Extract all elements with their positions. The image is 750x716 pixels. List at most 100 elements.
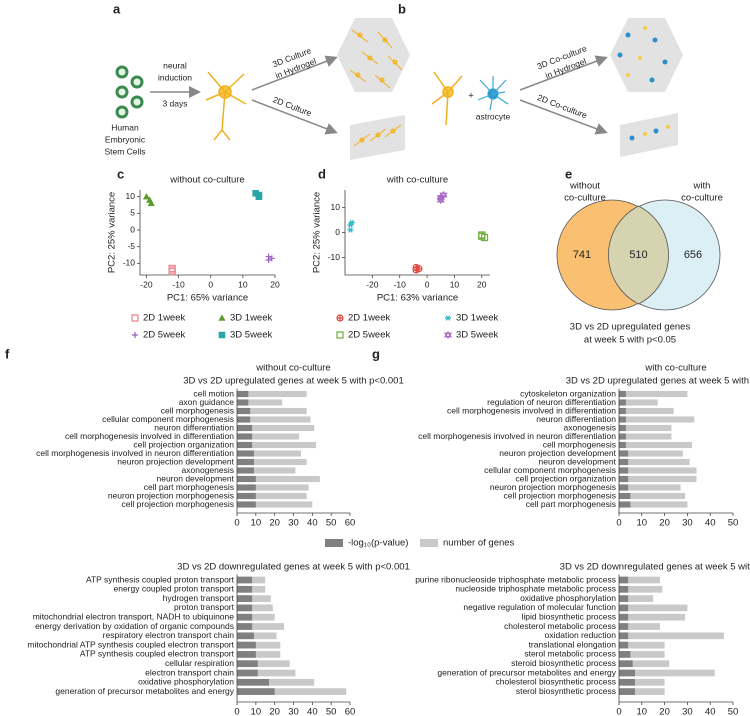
bar	[237, 669, 258, 677]
legend-label: 3D 1week	[230, 313, 272, 324]
x-tick-label: 20	[269, 707, 280, 716]
set-label: co-culture	[564, 193, 606, 204]
legend-label: 3D 5week	[456, 330, 498, 341]
bar	[237, 416, 311, 423]
x-tick-label: 10	[251, 518, 262, 529]
y-tick-label: 10	[126, 191, 136, 201]
category-label: neuron projection development	[499, 448, 616, 458]
legend-marker	[336, 331, 344, 339]
x-tick-label: 30	[288, 518, 299, 529]
category-label: energy derivation by oxidation of organi…	[35, 621, 234, 631]
panel-label: g	[372, 346, 380, 361]
hydrogel	[337, 18, 410, 92]
legend-label: -log₁₀(p-value)	[348, 538, 408, 549]
bar	[237, 595, 271, 602]
x-tick-label: 30	[682, 518, 693, 529]
panel-label: c	[117, 166, 124, 181]
legend-label: 3D 5week	[230, 330, 272, 341]
bar	[237, 604, 253, 612]
point	[347, 227, 354, 233]
chart-title: 3D vs 2D upregulated genes at week 5 wit…	[566, 376, 750, 387]
y-axis-label: PC2: 25% variance	[312, 192, 323, 273]
x-tick-label: 20	[659, 518, 670, 529]
bar	[619, 484, 681, 491]
category-label: mitochondrial electron transport, NADH t…	[33, 611, 235, 621]
category-label: mitochondrial ATP synthesis coupled elec…	[27, 639, 234, 649]
y-tick-label: 0	[335, 227, 340, 237]
x-tick-label: 10	[238, 279, 248, 289]
step-label: neural	[163, 60, 187, 70]
count-label: 741	[573, 249, 591, 261]
bar	[619, 660, 633, 668]
bar	[237, 450, 254, 457]
bar	[619, 641, 665, 649]
y-tick-label: -10	[123, 258, 136, 268]
category-label: steroid biosynthetic process	[511, 658, 616, 668]
x-tick-label: 20	[270, 279, 280, 289]
category-label: cellular component morphogenesis	[102, 414, 234, 424]
caption: at week 5 with p<0.05	[584, 335, 676, 346]
panel-label: d	[318, 166, 326, 181]
count-label: 656	[684, 249, 702, 261]
category-label: cell morphogenesis involved in different…	[447, 405, 616, 415]
point	[265, 257, 272, 263]
point	[147, 199, 155, 207]
bar	[237, 641, 256, 649]
bar	[237, 660, 258, 668]
bar	[619, 678, 635, 686]
x-axis-label: PC1: 63% variance	[377, 293, 458, 304]
category-label: oxidative phosphorylation	[520, 593, 616, 603]
bar	[237, 688, 275, 695]
x-tick-label: 50	[728, 707, 739, 716]
bar	[237, 576, 253, 584]
cells-label: Embryonic	[105, 134, 146, 144]
category-label: neuron development	[538, 456, 616, 466]
bar	[237, 390, 307, 398]
bar	[619, 501, 631, 508]
bar	[619, 441, 692, 449]
category-label: hydrogen transport	[163, 593, 235, 603]
x-tick-label: -20	[366, 279, 379, 289]
bar	[619, 467, 697, 474]
bar	[619, 604, 688, 612]
bar	[237, 632, 277, 640]
legend-marker	[445, 315, 451, 321]
bar	[619, 433, 626, 440]
bar	[619, 576, 661, 584]
category-label: sterol biosynthetic process	[516, 686, 616, 696]
bar	[237, 484, 256, 491]
category-label: axonogenesis	[182, 465, 234, 475]
x-tick-label: 40	[307, 518, 318, 529]
neurons-2d	[353, 124, 402, 147]
x-tick-label: 50	[326, 707, 337, 716]
bar	[619, 441, 626, 449]
category-label: ATP synthesis coupled electron transport	[80, 649, 235, 659]
bar	[237, 613, 275, 621]
category-label: axonogenesis	[564, 422, 616, 432]
category-label: cell morphogenesis involved in neuron di…	[418, 431, 616, 441]
legend-swatch	[420, 539, 438, 547]
y-tick-label: 5	[130, 208, 135, 218]
category-label: cellular respiration	[165, 658, 234, 668]
point	[168, 268, 176, 276]
bar	[237, 613, 253, 621]
bar	[237, 585, 253, 593]
point	[255, 191, 263, 199]
x-tick-label: -20	[140, 279, 153, 289]
category-label: neuron differentiation	[154, 422, 234, 432]
category-label: cholesterol biosynthetic process	[496, 677, 616, 687]
panel-label: b	[398, 1, 406, 16]
bar	[619, 669, 635, 677]
bar	[619, 595, 654, 602]
cells-3d	[617, 26, 668, 83]
bar	[237, 458, 254, 466]
bar	[619, 424, 626, 432]
astrocyte-cell	[477, 76, 509, 111]
category-label: neuron differentiation	[536, 414, 616, 424]
legend-marker	[218, 314, 226, 321]
bar	[237, 651, 281, 658]
bar	[619, 651, 665, 658]
bar	[237, 501, 256, 508]
bar	[237, 484, 309, 491]
